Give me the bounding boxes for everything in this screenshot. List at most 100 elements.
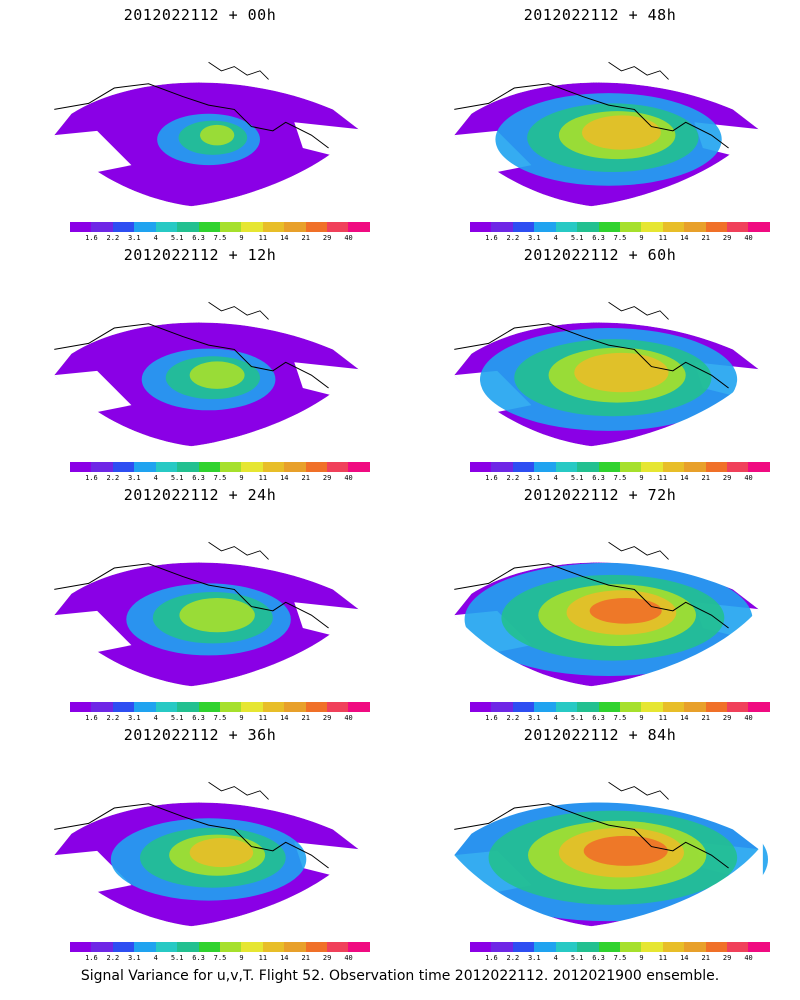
variance-map: [37, 508, 363, 688]
colorbar-swatch: [305, 222, 328, 232]
colorbar-tick-label: 21: [301, 234, 310, 242]
colorbar-tick-label: 14: [680, 714, 689, 722]
colorbar-tick-label: 29: [322, 234, 332, 242]
colorbar-tick-label: 9: [239, 474, 244, 482]
colorbar-swatch: [619, 942, 642, 952]
colorbar-tick-label: 11: [258, 234, 268, 242]
colorbar-swatch: [70, 222, 92, 232]
colorbar-tick-label: 5.1: [170, 954, 184, 962]
colorbar-tick-label: 14: [280, 234, 289, 242]
colorbar-tick-label: 29: [722, 714, 732, 722]
colorbar-labels: 1.6 2.2 3.1 4 5.1 6.3 7.5 9 11 14 21 29 40: [470, 234, 770, 244]
colorbar-tick-label: 5.1: [170, 474, 184, 482]
colorbar-swatch: [598, 942, 620, 952]
colorbar-tick-label: 5.1: [570, 714, 584, 722]
colorbar-swatch: [327, 222, 349, 232]
colorbar-swatch: [305, 702, 328, 712]
colorbar-labels: 1.6 2.2 3.1 4 5.1 6.3 7.5 9 11 14 21 29 40: [70, 954, 370, 964]
panel-title: 2012022112 + 48h: [523, 6, 677, 24]
colorbar: [470, 702, 770, 712]
colorbar-swatch: [134, 222, 156, 232]
colorbar-swatch: [748, 462, 770, 472]
map-panel: 2012022112 + 48h 1.6 2.2 3.1 4 5.1 6.3 7.5 9 11 14…: [410, 0, 790, 242]
colorbar-swatch: [198, 702, 220, 712]
variance-map: [437, 748, 768, 928]
colorbar-swatch: [70, 702, 92, 712]
colorbar-swatch: [262, 462, 285, 472]
colorbar-swatch: [662, 702, 685, 712]
colorbar-swatch: [177, 702, 199, 712]
colorbar-tick-label: 21: [701, 714, 710, 722]
colorbar-tick-label: 11: [258, 474, 268, 482]
colorbar-swatch: [219, 942, 242, 952]
colorbar-swatch: [470, 942, 492, 952]
colorbar-tick-label: 7.5: [213, 954, 227, 962]
colorbar-tick-label: 14: [280, 954, 289, 962]
colorbar-swatch: [155, 222, 178, 232]
map-panel: 2012022112 + 12h 1.6 2.2 3.1 4 5.1 6.3 7.5 9 11 14…: [10, 240, 390, 482]
colorbar-swatch: [241, 462, 263, 472]
colorbar-tick-label: 40: [744, 714, 753, 722]
colorbar-swatch: [112, 462, 135, 472]
colorbar: [470, 462, 770, 472]
colorbar-swatch: [219, 222, 242, 232]
colorbar-swatch: [284, 222, 306, 232]
colorbar-swatch: [470, 462, 492, 472]
colorbar-tick-label: 29: [322, 714, 332, 722]
colorbar-swatch: [327, 702, 349, 712]
colorbar-tick-label: 21: [701, 954, 710, 962]
colorbar-swatch: [177, 222, 199, 232]
colorbar-swatch: [177, 462, 199, 472]
colorbar-swatch: [155, 462, 178, 472]
colorbar-swatch: [662, 222, 685, 232]
colorbar-swatch: [91, 942, 113, 952]
colorbar-tick-label: 40: [344, 954, 353, 962]
colorbar-swatch: [241, 942, 263, 952]
colorbar-labels: 1.6 2.2 3.1 4 5.1 6.3 7.5 9 11 14 21 29 40: [70, 474, 370, 484]
colorbar-tick-label: 29: [722, 474, 732, 482]
colorbar-swatch: [512, 222, 535, 232]
colorbar-swatch: [284, 702, 306, 712]
colorbar-tick-label: 6.3: [592, 714, 605, 722]
colorbar-swatch: [577, 222, 599, 232]
colorbar: [470, 222, 770, 232]
colorbar-swatch: [155, 702, 178, 712]
variance-map: [437, 268, 763, 448]
colorbar-tick-label: 4: [553, 474, 558, 482]
colorbar-tick-label: 11: [658, 474, 668, 482]
colorbar-swatch: [512, 702, 535, 712]
colorbar-swatch: [619, 222, 642, 232]
colorbar-tick-label: 1.6: [485, 714, 498, 722]
colorbar-tick-label: 1.6: [85, 714, 98, 722]
colorbar-swatch: [577, 942, 599, 952]
colorbar-tick-label: 14: [680, 234, 689, 242]
colorbar-swatch: [555, 702, 578, 712]
colorbar-swatch: [91, 462, 113, 472]
colorbar-swatch: [155, 942, 178, 952]
colorbar-swatch: [470, 222, 492, 232]
colorbar-swatch: [134, 702, 156, 712]
colorbar-swatch: [705, 462, 728, 472]
colorbar-tick-label: 40: [344, 714, 353, 722]
colorbar-swatch: [684, 222, 706, 232]
colorbar-tick-label: 9: [639, 954, 644, 962]
colorbar-tick-label: 4: [153, 954, 158, 962]
colorbar-tick-label: 4: [553, 714, 558, 722]
colorbar-tick-label: 1.6: [485, 954, 498, 962]
colorbar-tick-label: 5.1: [570, 954, 584, 962]
colorbar-swatch: [619, 702, 642, 712]
map-panel: 2012022112 + 36h 1.6 2.2 3.1 4 5.1 6.3 7.5 9 11 14…: [10, 720, 390, 962]
colorbar-tick-label: 9: [239, 954, 244, 962]
colorbar-swatch: [198, 942, 220, 952]
colorbar-swatch: [598, 702, 620, 712]
colorbar-tick-label: 11: [658, 714, 668, 722]
colorbar-tick-label: 6.3: [592, 954, 605, 962]
map-panel: 2012022112 + 84h 1.6 2.2 3.1 4 5.1 6.3 7.5 9 11 14…: [410, 720, 790, 962]
colorbar-tick-label: 2.2: [506, 234, 520, 242]
colorbar-tick-label: 3.1: [527, 234, 541, 242]
colorbar-swatch: [112, 702, 135, 712]
colorbar-swatch: [470, 702, 492, 712]
variance-map: [37, 268, 363, 448]
colorbar-tick-label: 29: [722, 234, 732, 242]
colorbar-swatch: [305, 942, 328, 952]
